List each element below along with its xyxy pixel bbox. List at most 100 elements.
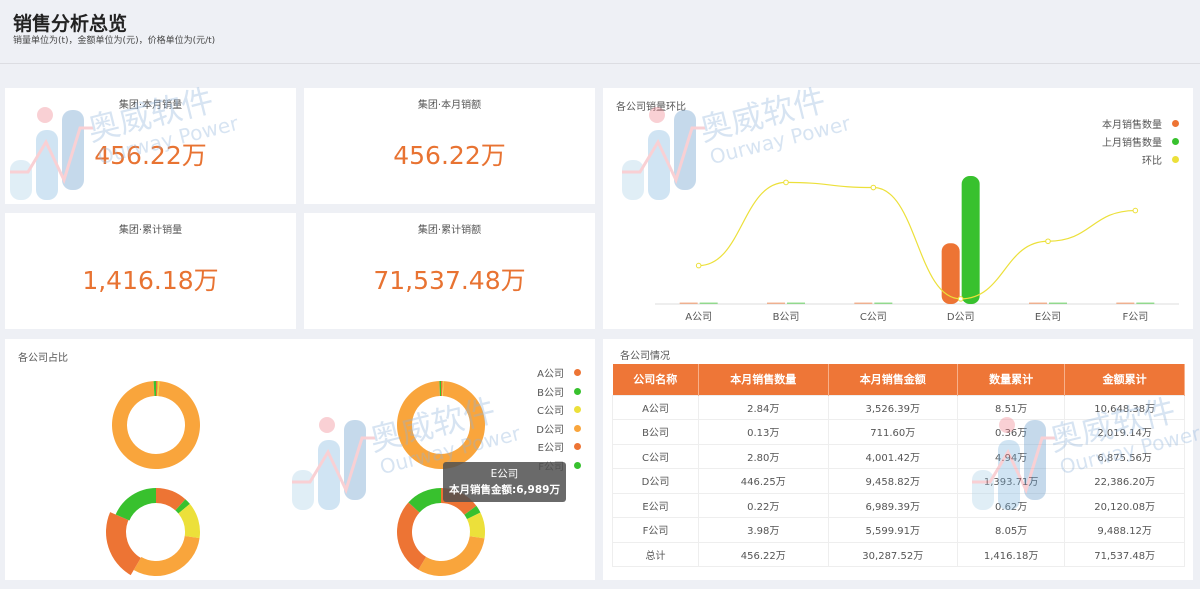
line-point[interactable] [1132, 207, 1139, 214]
company-table: 公司名称 本月销售数量 本月销售金额 数量累计 金额累计 A公司 2.84万 3,526.3… [612, 364, 1185, 567]
donut-slice[interactable] [157, 381, 160, 397]
x-tick-label: E公司 [1035, 312, 1061, 323]
bar[interactable] [1136, 302, 1155, 305]
bar[interactable] [699, 302, 718, 305]
column-header[interactable]: 数量累计 [957, 364, 1066, 395]
donut-slice[interactable] [156, 381, 158, 397]
bar[interactable] [787, 302, 805, 305]
table-row: E公司 0.22万 6,989.39万 0.62万 20,120.08万 [612, 492, 1185, 518]
line-point[interactable] [1045, 238, 1051, 245]
kpi-value: 456.22万 [94, 141, 207, 170]
donut-slice[interactable] [106, 512, 141, 576]
table-cell: 1,416.18万 [956, 541, 1066, 567]
table-cell: 4.94万 [956, 443, 1066, 469]
kpi-card-total-volume: 集团·累计销量 1,416.18万 [5, 213, 296, 329]
legend-dot-icon [574, 443, 581, 450]
table-cell: 9,458.82万 [827, 468, 958, 494]
donut-slice[interactable] [111, 381, 200, 469]
donut-slice[interactable] [442, 381, 444, 397]
bar[interactable] [941, 243, 960, 304]
donut-slice[interactable] [156, 488, 186, 511]
kpi-value: 71,537.48万 [373, 266, 526, 295]
donut-charts [106, 381, 486, 576]
kpi-value: 1,416.18万 [82, 266, 219, 295]
table-cell: 0.36万 [956, 419, 1066, 445]
table-cell: A公司 [612, 394, 699, 420]
page-subtitle: 销量单位为(t)，金额单位为(元)，价格单位为(元/t) [13, 36, 216, 46]
donut-slice[interactable] [418, 536, 485, 576]
kpi-card-total-amount: 集团·累计销额 71,537.48万 [304, 213, 595, 329]
legend-label: C公司 [537, 406, 564, 417]
bar[interactable] [1116, 302, 1135, 305]
legend-label: B公司 [537, 387, 564, 399]
legend-item[interactable]: 环比 [1142, 152, 1179, 167]
kpi-label: 集团·累计销量 [118, 225, 183, 236]
table-row: 总计 456.22万 30,287.52万 1,416.18万 71,537.48万 [612, 541, 1185, 567]
legend-item[interactable]: B公司 [537, 384, 581, 399]
bar[interactable] [1029, 302, 1047, 305]
donut-slice[interactable] [396, 381, 485, 469]
legend-item[interactable]: E公司 [538, 439, 581, 454]
donut-slice[interactable] [408, 488, 441, 513]
table-cell: 3,526.39万 [827, 394, 958, 420]
donut-slice[interactable] [157, 381, 158, 397]
legend-label: 环比 [1142, 156, 1162, 167]
table-cell: 1,393.71万 [956, 468, 1066, 494]
donut-slice[interactable] [133, 536, 200, 576]
bar[interactable] [874, 302, 893, 305]
donut-slice[interactable] [439, 381, 440, 397]
page-title: 销售分析总览 [13, 13, 128, 35]
legend-dot-icon [1172, 138, 1179, 145]
bar[interactable] [854, 302, 873, 305]
bar[interactable] [961, 176, 980, 304]
line-point[interactable] [783, 179, 789, 186]
table-row: B公司 0.13万 711.60万 0.36万 2,019.14万 [612, 419, 1185, 445]
kpi-card-month-amount: 集团·本月销额 456.22万 [304, 88, 595, 204]
x-tick-label: F公司 [1122, 312, 1148, 323]
legend-item[interactable]: D公司 [536, 421, 581, 436]
chart-title: 各公司销量环比 [616, 102, 686, 113]
table-cell: 456.22万 [698, 541, 829, 567]
page-header: 销售分析总览 销量单位为(t)，金额单位为(元)，价格单位为(元/t) [0, 0, 1200, 64]
table-title: 各公司情况 [620, 351, 670, 362]
column-header[interactable]: 金额累计 [1064, 364, 1185, 395]
table-cell: 6,875.56万 [1064, 443, 1185, 469]
bar[interactable] [679, 302, 698, 305]
donut-slice[interactable] [464, 505, 481, 520]
legend-item[interactable]: A公司 [537, 365, 581, 380]
legend-item[interactable]: C公司 [537, 402, 581, 417]
legend-label: D公司 [536, 424, 564, 436]
line-point[interactable] [957, 296, 964, 302]
donut-slice[interactable] [178, 503, 200, 539]
company-table-card: 各公司情况 公司名称 本月销售数量 本月销售金额 数量累计 金额累计 A公司 2.84万 3… [603, 339, 1193, 580]
legend-dot-icon [1172, 120, 1179, 127]
donut-slice[interactable] [115, 488, 156, 521]
donut-slice[interactable] [397, 502, 427, 570]
x-tick-label: D公司 [947, 312, 975, 323]
donut-slice[interactable] [153, 381, 156, 397]
x-tick-label: C公司 [860, 312, 887, 323]
x-tick-label: A公司 [685, 312, 712, 323]
line-point[interactable] [695, 262, 702, 269]
donut-slice[interactable] [175, 499, 190, 514]
table-cell: 6,989.39万 [827, 492, 958, 518]
table-cell: 71,537.48万 [1064, 541, 1185, 567]
legend-item[interactable]: 上月销售数量 [1102, 134, 1179, 149]
kpi-card-month-volume: 集团·本月销量 456.22万 [5, 88, 296, 204]
column-header[interactable]: 公司名称 [612, 364, 699, 395]
donut-slice[interactable] [467, 512, 486, 539]
legend-item[interactable]: 本月销售数量 [1102, 116, 1179, 131]
table-cell: 3.98万 [698, 517, 829, 543]
donut-slice[interactable] [153, 381, 155, 397]
column-header[interactable]: 本月销售数量 [698, 364, 829, 395]
donut-slice[interactable] [441, 381, 443, 397]
donut-slice[interactable] [442, 381, 443, 397]
line-point[interactable] [870, 184, 877, 191]
legend-dot-icon [1172, 156, 1179, 163]
table-cell: 2.80万 [698, 443, 829, 469]
column-header[interactable]: 本月销售金额 [828, 364, 958, 395]
bar[interactable] [1049, 302, 1067, 305]
ratio-line [698, 181, 1136, 300]
bar[interactable] [767, 302, 785, 305]
donut-slice[interactable] [439, 381, 441, 397]
